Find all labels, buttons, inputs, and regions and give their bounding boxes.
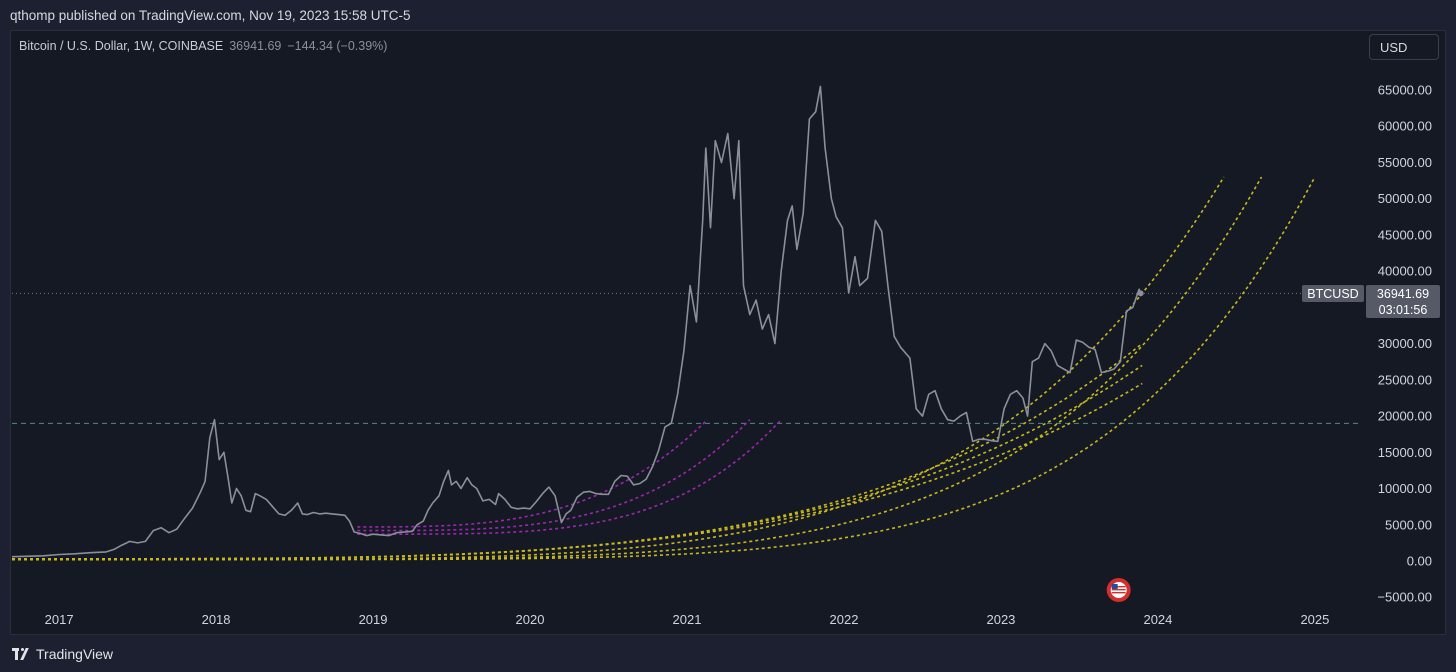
flag-canton (1111, 584, 1118, 589)
yellow-projection-curve (12, 176, 1263, 561)
y-tick-label: 20000.00 (1378, 409, 1432, 424)
chart-pane[interactable] (10, 30, 1446, 635)
y-tick-label: 55000.00 (1378, 155, 1432, 170)
y-tick-label: 45000.00 (1378, 227, 1432, 242)
y-tick-label: 0.00 (1407, 554, 1432, 569)
y-tick-label: 50000.00 (1378, 191, 1432, 206)
publisher-text: qthomp published on TradingView.com, Nov… (10, 8, 411, 23)
x-axis: 2017 2018 2019 2020 2021 2022 2023 2024 2025 (45, 612, 1330, 627)
event-marker[interactable] (1106, 578, 1131, 602)
y-tick-label: 40000.00 (1378, 264, 1432, 279)
price-label: BTCUSD 36941.69 03:01:56 (1302, 285, 1440, 318)
x-tick-label: 2018 (202, 612, 231, 627)
y-tick-label: 60000.00 (1378, 119, 1432, 134)
y-tick-label: 65000.00 (1378, 83, 1432, 98)
flag-stripe (1111, 592, 1126, 594)
horizontal-lines (12, 292, 1362, 424)
price-change: −144.34 (−0.39%) (287, 39, 388, 53)
y-tick-label: 30000.00 (1378, 336, 1432, 351)
last-price: 36941.69 (229, 39, 282, 53)
tradingview-brand[interactable]: TradingView (12, 646, 113, 662)
yellow-projection-curve (12, 382, 1143, 560)
x-tick-label: 2022 (830, 612, 859, 627)
price-tag: 36941.69 (1377, 287, 1429, 301)
x-tick-label: 2019 (359, 612, 388, 627)
y-tick-label: 25000.00 (1378, 372, 1432, 387)
purple-projection-curve (357, 419, 708, 528)
x-tick-label: 2017 (45, 612, 74, 627)
x-tick-label: 2024 (1143, 612, 1172, 627)
yellow-projection-curve (12, 342, 1143, 560)
x-tick-label: 2023 (986, 612, 1015, 627)
yellow-projection-curve (12, 176, 1225, 561)
last-price-dot (1137, 290, 1144, 297)
flag-stripe (1111, 586, 1126, 588)
symbol-title: Bitcoin / U.S. Dollar, 1W, COINBASE (19, 39, 224, 53)
brand-label: TradingView (36, 646, 114, 662)
y-axis: 65000.00 60000.00 55000.00 50000.00 45000.00… (1377, 83, 1432, 605)
y-tick-label: 15000.00 (1378, 445, 1432, 460)
y-tick-label: 10000.00 (1378, 481, 1432, 496)
projection-curves (12, 176, 1316, 561)
y-tick-label: −5000.00 (1377, 590, 1432, 605)
currency-button[interactable]: USD (1369, 34, 1439, 60)
x-tick-label: 2021 (673, 612, 702, 627)
price-series (11, 85, 1144, 558)
chart-legend: Bitcoin / U.S. Dollar, 1W, COINBASE 36941… (19, 39, 387, 53)
symbol-tag-bg (1302, 285, 1364, 302)
flag-stripe (1111, 589, 1126, 591)
symbol-tag: BTCUSD (1307, 287, 1358, 301)
countdown-tag: 03:01:56 (1379, 303, 1428, 317)
publisher-bar: qthomp published on TradingView.com, Nov… (0, 0, 1456, 30)
price-tag-bg (1366, 285, 1440, 318)
footer-bar: TradingView (0, 636, 1456, 672)
purple-projection-curve (357, 419, 751, 532)
y-tick-label: 5000.00 (1385, 517, 1432, 532)
yellow-projection-curve (12, 176, 1316, 561)
tradingview-logo-icon (12, 648, 30, 660)
x-tick-label: 2025 (1300, 612, 1329, 627)
yellow-projection-curve (12, 364, 1143, 560)
purple-projection-curve (357, 419, 782, 536)
btc-price-line (11, 85, 1142, 558)
x-tick-label: 2020 (516, 612, 545, 627)
